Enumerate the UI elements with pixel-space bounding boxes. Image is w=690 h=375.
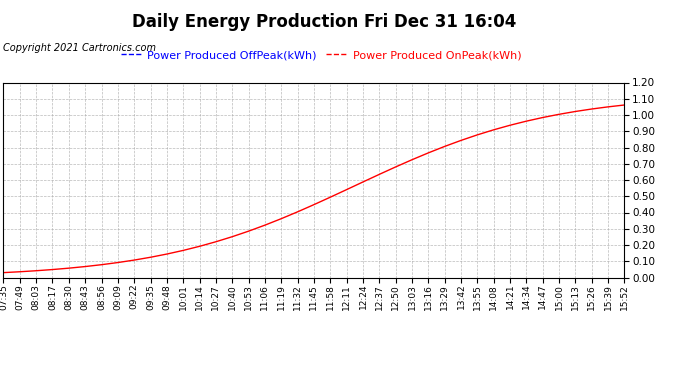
Text: Copyright 2021 Cartronics.com: Copyright 2021 Cartronics.com: [3, 43, 157, 53]
Text: Daily Energy Production Fri Dec 31 16:04: Daily Energy Production Fri Dec 31 16:04: [132, 13, 517, 31]
Legend: Power Produced OffPeak(kWh), Power Produced OnPeak(kWh): Power Produced OffPeak(kWh), Power Produ…: [121, 50, 521, 60]
